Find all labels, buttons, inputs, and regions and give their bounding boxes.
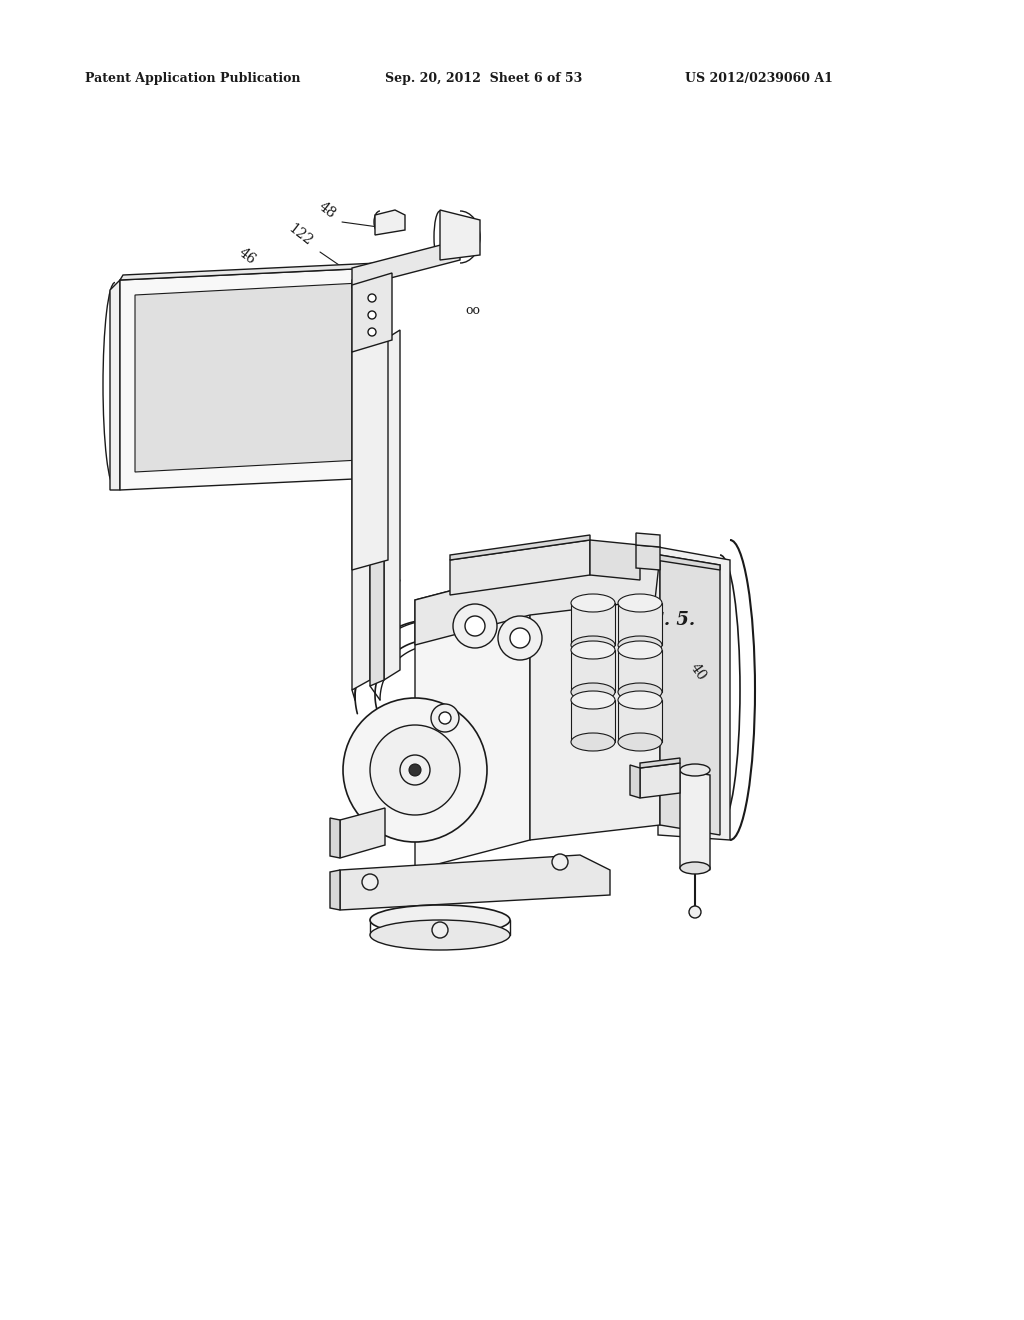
Polygon shape <box>352 273 392 352</box>
Polygon shape <box>618 649 662 692</box>
Polygon shape <box>450 535 590 560</box>
Polygon shape <box>658 546 730 840</box>
Text: 44: 44 <box>477 558 500 581</box>
Polygon shape <box>384 330 400 680</box>
Polygon shape <box>330 870 340 909</box>
Polygon shape <box>440 210 480 260</box>
Circle shape <box>368 312 376 319</box>
Polygon shape <box>660 554 720 836</box>
Text: US 2012/0239060 A1: US 2012/0239060 A1 <box>685 73 833 84</box>
Ellipse shape <box>618 594 662 612</box>
Text: 40: 40 <box>687 661 709 684</box>
Circle shape <box>400 755 430 785</box>
Ellipse shape <box>618 682 662 701</box>
Polygon shape <box>330 818 340 858</box>
Polygon shape <box>352 268 388 570</box>
Polygon shape <box>340 855 610 909</box>
Polygon shape <box>530 554 660 840</box>
Circle shape <box>409 764 421 776</box>
Circle shape <box>465 616 485 636</box>
Ellipse shape <box>571 642 615 659</box>
Text: 120: 120 <box>148 312 178 339</box>
Polygon shape <box>340 808 385 858</box>
Circle shape <box>343 698 487 842</box>
Polygon shape <box>352 342 370 690</box>
Text: 42: 42 <box>380 549 400 572</box>
Text: 122: 122 <box>286 222 314 248</box>
Polygon shape <box>375 268 385 478</box>
Polygon shape <box>450 540 590 595</box>
Circle shape <box>368 294 376 302</box>
Polygon shape <box>630 766 640 799</box>
Polygon shape <box>120 263 378 280</box>
Circle shape <box>439 711 451 723</box>
Polygon shape <box>655 554 720 570</box>
Text: 48: 48 <box>315 199 338 220</box>
Ellipse shape <box>571 690 615 709</box>
Text: Sep. 20, 2012  Sheet 6 of 53: Sep. 20, 2012 Sheet 6 of 53 <box>385 73 583 84</box>
Circle shape <box>432 921 449 939</box>
Polygon shape <box>571 649 615 692</box>
Polygon shape <box>680 770 710 870</box>
Polygon shape <box>636 545 660 570</box>
Ellipse shape <box>571 733 615 751</box>
Polygon shape <box>370 337 384 686</box>
Polygon shape <box>375 210 406 235</box>
Text: Patent Application Publication: Patent Application Publication <box>85 73 300 84</box>
Circle shape <box>510 628 530 648</box>
Polygon shape <box>415 554 660 645</box>
Text: 46: 46 <box>236 246 258 267</box>
Polygon shape <box>352 240 460 288</box>
Ellipse shape <box>571 682 615 701</box>
Ellipse shape <box>370 906 510 935</box>
Circle shape <box>453 605 497 648</box>
Polygon shape <box>590 540 640 579</box>
Ellipse shape <box>618 690 662 709</box>
Ellipse shape <box>680 862 710 874</box>
Ellipse shape <box>618 733 662 751</box>
Polygon shape <box>618 700 662 742</box>
Ellipse shape <box>618 636 662 653</box>
Ellipse shape <box>618 642 662 659</box>
Ellipse shape <box>571 594 615 612</box>
Ellipse shape <box>571 636 615 653</box>
Polygon shape <box>636 533 660 546</box>
Polygon shape <box>640 763 680 799</box>
Polygon shape <box>571 603 615 645</box>
Circle shape <box>552 854 568 870</box>
Polygon shape <box>618 603 662 645</box>
Ellipse shape <box>680 764 710 776</box>
Polygon shape <box>110 280 120 490</box>
Circle shape <box>689 906 701 917</box>
Circle shape <box>498 616 542 660</box>
Circle shape <box>370 725 460 814</box>
Text: oo: oo <box>465 304 480 317</box>
Polygon shape <box>120 268 375 490</box>
Ellipse shape <box>370 920 510 950</box>
Polygon shape <box>640 758 680 768</box>
Circle shape <box>362 874 378 890</box>
Text: 123: 123 <box>355 346 375 375</box>
Circle shape <box>431 704 459 733</box>
Polygon shape <box>571 700 615 742</box>
Polygon shape <box>415 570 530 870</box>
Polygon shape <box>135 282 360 473</box>
Circle shape <box>368 327 376 337</box>
Text: FIG. 5.: FIG. 5. <box>628 611 695 630</box>
